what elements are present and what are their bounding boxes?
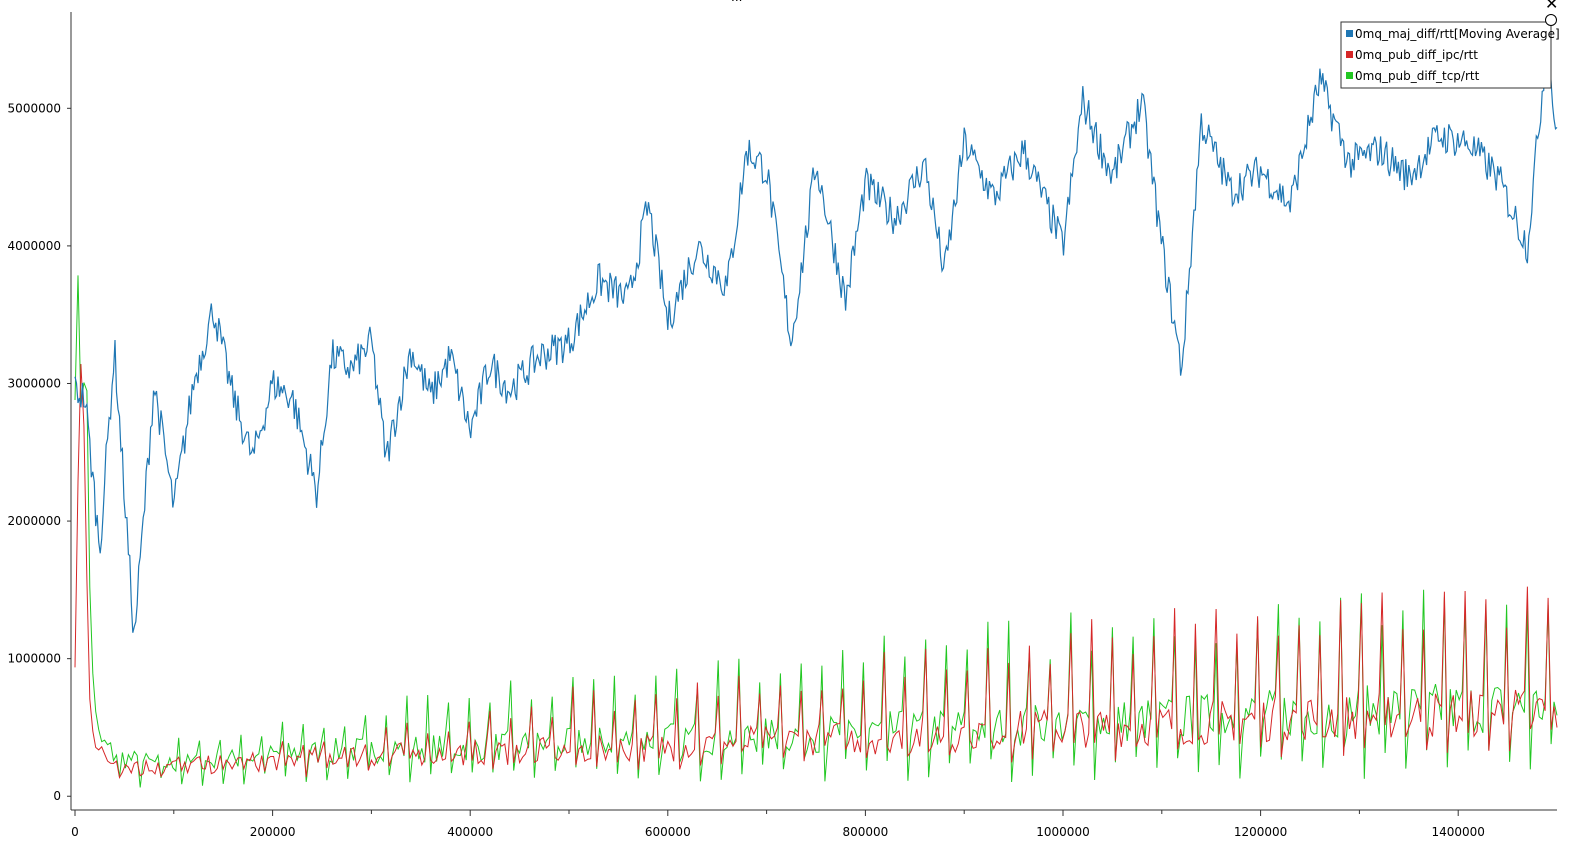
close-icon[interactable]: ✕ (1545, 0, 1559, 13)
x-tick-label: 1000000 (1036, 825, 1089, 839)
axes: 0 1000000 2000000 3000000 4000000 5000000 0 200… (8, 12, 1557, 839)
series-2 (74, 275, 1558, 788)
legend-swatch (1346, 72, 1353, 79)
x-tick-label: 1200000 (1234, 825, 1287, 839)
series-layer (74, 54, 1558, 788)
x-tick-label: 1400000 (1431, 825, 1484, 839)
legend-box (1340, 21, 1552, 89)
series-line (74, 363, 1558, 779)
legend-label: 0mq_pub_diff_ipc/rtt (1355, 48, 1478, 62)
y-tick-label: 3000000 (8, 376, 61, 390)
legend-label: 0mq_maj_diff/rtt[Moving Average] (1355, 27, 1560, 41)
series-line (74, 54, 1558, 633)
x-tick-label: 600000 (645, 825, 691, 839)
y-tick-label: 4000000 (8, 239, 61, 253)
y-tick-label: 5000000 (8, 101, 61, 115)
legend-label: 0mq_pub_diff_tcp/rtt (1355, 69, 1480, 83)
y-tick-label: 2000000 (8, 514, 61, 528)
series-0 (74, 54, 1558, 633)
y-tick-label: 0 (53, 789, 61, 803)
x-tick-label: 400000 (447, 825, 493, 839)
legend-handle[interactable] (1545, 14, 1557, 26)
x-tick-label: 800000 (842, 825, 888, 839)
legend: 0mq_maj_diff/rtt[Moving Average] 0mq_pub_… (1340, 21, 1560, 89)
series-line (74, 275, 1558, 788)
legend-swatch (1346, 51, 1353, 58)
legend-swatch (1346, 30, 1353, 37)
series-1 (74, 363, 1558, 779)
x-tick-label: 0 (71, 825, 79, 839)
window-title-mark: ... (731, 0, 742, 4)
x-tick-label: 200000 (250, 825, 296, 839)
y-tick-label: 1000000 (8, 652, 61, 666)
